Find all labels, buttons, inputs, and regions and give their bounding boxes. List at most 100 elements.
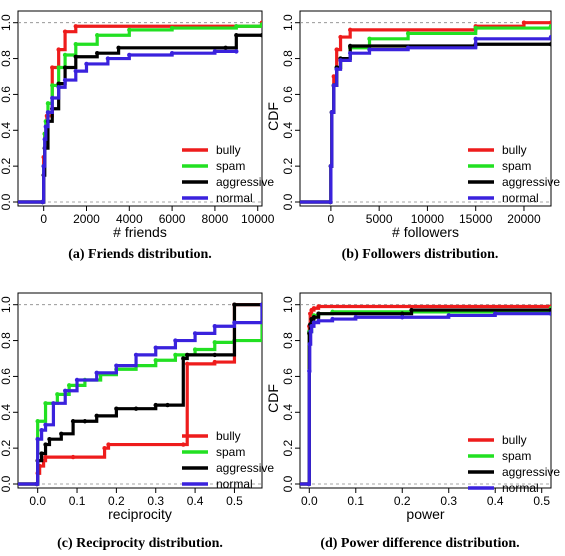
data-point-normal <box>493 311 498 316</box>
plot-frame <box>299 10 552 207</box>
data-point-normal <box>331 83 336 88</box>
data-point-normal <box>73 68 78 74</box>
y-tick-label: 0.0 <box>0 475 13 492</box>
data-point-spam <box>50 83 55 88</box>
data-point-aggressive <box>94 50 100 56</box>
data-point-aggressive <box>181 356 186 361</box>
x-tick-label: 0.5 <box>226 494 243 508</box>
data-point-normal <box>446 313 451 318</box>
data-point-aggressive <box>116 45 121 51</box>
legend-label-aggressive: aggressive <box>216 175 274 189</box>
x-tick-label: 0.2 <box>108 494 125 508</box>
data-point-aggressive <box>73 54 78 59</box>
data-point-normal <box>127 52 132 58</box>
data-point-bully <box>311 306 317 311</box>
legend-label-aggressive: aggressive <box>216 461 274 475</box>
data-point-aggressive <box>348 43 353 49</box>
series-line-normal <box>18 49 237 204</box>
data-point-normal <box>405 45 411 51</box>
figure-caption: (b) Followers distribution. <box>342 247 499 262</box>
data-point-normal <box>63 388 68 393</box>
data-point-bully <box>50 65 55 70</box>
y-axis-label: CDF <box>265 384 281 413</box>
data-point-normal <box>400 315 405 320</box>
data-point-normal <box>259 302 262 307</box>
legend-label-bully: bully <box>502 143 527 157</box>
data-point-aggressive <box>212 352 217 358</box>
data-point-normal <box>306 481 312 487</box>
y-tick-label: 0.4 <box>0 122 13 139</box>
data-point-aggressive <box>82 419 88 424</box>
data-point-aggressive <box>39 451 44 456</box>
x-tick-label: 10000 <box>411 212 445 226</box>
y-tick-label: 1.0 <box>281 296 295 313</box>
data-point-aggressive <box>165 402 170 408</box>
legend: bully spam aggressive normal <box>468 433 560 495</box>
x-tick-label: 0.2 <box>394 494 411 508</box>
data-point-bully <box>212 359 217 365</box>
data-point-aggressive <box>234 33 239 38</box>
y-tick-label: 0.4 <box>0 404 13 421</box>
data-point-normal <box>212 49 218 54</box>
data-point-aggressive <box>223 45 228 51</box>
data-point-normal <box>34 481 40 487</box>
data-point-normal <box>35 436 40 442</box>
data-point-normal <box>548 34 551 40</box>
data-point-aggressive <box>316 311 321 316</box>
y-tick-label: 0.8 <box>0 332 13 349</box>
x-tick-label: 0.4 <box>187 494 204 508</box>
chart-panel-2: 0.0 0.2 0.4 0.6 0.8 1.0 0 5000 10000 15000 20000 # … <box>265 10 560 262</box>
data-point-aggressive <box>59 431 64 436</box>
y-tick-label: 0.6 <box>281 86 295 103</box>
y-tick-label: 0.2 <box>0 439 13 456</box>
data-point-normal <box>45 110 51 115</box>
data-point-aggressive <box>259 33 262 38</box>
x-tick-label: 6000 <box>159 212 186 226</box>
x-axis-label: # followers <box>392 224 459 240</box>
data-point-normal <box>42 137 47 142</box>
legend-label-bully: bully <box>502 433 527 447</box>
y-tick-label: 0.0 <box>0 193 13 210</box>
x-tick-label: 0.0 <box>29 494 46 508</box>
data-point-spam <box>367 36 372 42</box>
data-point-normal <box>338 58 343 63</box>
data-point-aggressive <box>548 42 551 47</box>
plot-frame <box>17 10 263 207</box>
data-point-bully <box>334 47 339 52</box>
x-axis-label: reciprocity <box>108 506 172 522</box>
data-point-spam <box>234 24 239 29</box>
data-point-spam <box>153 358 158 363</box>
legend-label-normal: normal <box>216 477 253 491</box>
data-point-normal <box>367 47 372 52</box>
data-point-spam <box>127 27 132 33</box>
data-point-normal <box>62 77 68 83</box>
data-point-spam <box>405 31 411 36</box>
y-tick-label: 0.2 <box>0 157 13 174</box>
data-point-normal <box>153 345 158 350</box>
data-point-normal <box>41 163 46 169</box>
data-point-bully <box>548 20 551 25</box>
x-axis-label: # friends <box>113 224 167 240</box>
data-point-aggressive <box>114 406 119 411</box>
legend-label-bully: bully <box>216 429 241 443</box>
legend-label-spam: spam <box>502 449 531 463</box>
data-point-normal <box>50 95 55 101</box>
data-point-bully <box>331 74 336 79</box>
data-point-bully <box>102 445 107 451</box>
x-tick-label: 10000 <box>241 212 275 226</box>
data-point-bully <box>185 361 190 367</box>
chart-panel-1: 0.0 0.2 0.4 0.6 0.8 1.0 0 2000 4000 6000 8000 10000… <box>0 10 275 262</box>
data-point-spam <box>55 392 60 397</box>
data-point-normal <box>328 163 334 169</box>
y-tick-label: 0.4 <box>281 122 295 139</box>
legend-label-aggressive: aggressive <box>502 465 560 479</box>
data-point-spam <box>45 101 51 106</box>
data-point-bully <box>43 454 48 460</box>
data-point-normal <box>173 338 178 343</box>
data-point-normal <box>169 50 175 56</box>
data-point-spam <box>66 383 72 388</box>
y-tick-label: 0.8 <box>0 50 13 67</box>
data-point-normal <box>56 85 61 90</box>
x-tick-label: 0.0 <box>301 494 318 508</box>
